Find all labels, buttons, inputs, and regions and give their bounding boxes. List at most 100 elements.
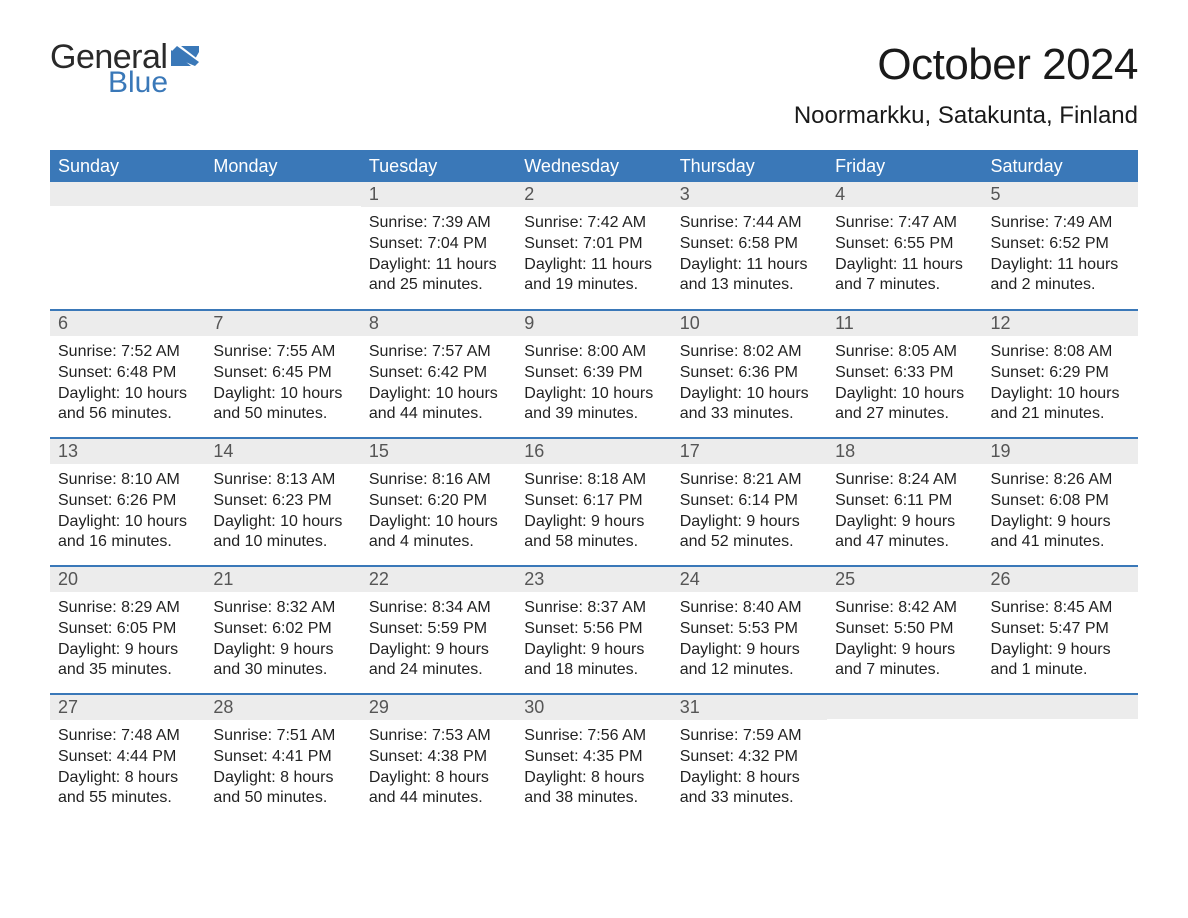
day-number: 20 xyxy=(50,567,205,592)
sunset-text: Sunset: 6:29 PM xyxy=(991,363,1130,384)
sunset-text: Sunset: 6:45 PM xyxy=(213,363,352,384)
sunrise-text: Sunrise: 7:55 AM xyxy=(213,342,352,363)
weekday-header: Thursday xyxy=(672,151,827,183)
daylight-text: Daylight: 9 hours and 41 minutes. xyxy=(991,512,1130,554)
calendar-day-cell: 2Sunrise: 7:42 AMSunset: 7:01 PMDaylight… xyxy=(516,182,671,310)
sunrise-text: Sunrise: 8:00 AM xyxy=(524,342,663,363)
sunset-text: Sunset: 6:58 PM xyxy=(680,234,819,255)
day-content xyxy=(205,206,360,218)
sunrise-text: Sunrise: 8:40 AM xyxy=(680,598,819,619)
logo: General Blue xyxy=(50,40,199,98)
day-content: Sunrise: 8:21 AMSunset: 6:14 PMDaylight:… xyxy=(672,464,827,559)
day-content: Sunrise: 8:24 AMSunset: 6:11 PMDaylight:… xyxy=(827,464,982,559)
sunset-text: Sunset: 6:42 PM xyxy=(369,363,508,384)
sunrise-text: Sunrise: 7:44 AM xyxy=(680,213,819,234)
calendar-table: Sunday Monday Tuesday Wednesday Thursday… xyxy=(50,150,1138,822)
daylight-text: Daylight: 8 hours and 38 minutes. xyxy=(524,768,663,810)
page-title: October 2024 xyxy=(794,40,1138,90)
sunrise-text: Sunrise: 8:29 AM xyxy=(58,598,197,619)
calendar-day-cell: 26Sunrise: 8:45 AMSunset: 5:47 PMDayligh… xyxy=(983,566,1138,694)
sunset-text: Sunset: 6:48 PM xyxy=(58,363,197,384)
daylight-text: Daylight: 10 hours and 56 minutes. xyxy=(58,384,197,426)
sunset-text: Sunset: 6:55 PM xyxy=(835,234,974,255)
day-content: Sunrise: 8:02 AMSunset: 6:36 PMDaylight:… xyxy=(672,336,827,431)
calendar-day-cell: 14Sunrise: 8:13 AMSunset: 6:23 PMDayligh… xyxy=(205,438,360,566)
sunrise-text: Sunrise: 7:48 AM xyxy=(58,726,197,747)
day-number xyxy=(827,695,982,719)
sunrise-text: Sunrise: 8:26 AM xyxy=(991,470,1130,491)
weekday-header: Friday xyxy=(827,151,982,183)
day-content: Sunrise: 8:42 AMSunset: 5:50 PMDaylight:… xyxy=(827,592,982,687)
sunset-text: Sunset: 6:08 PM xyxy=(991,491,1130,512)
sunset-text: Sunset: 4:35 PM xyxy=(524,747,663,768)
logo-blue-text: Blue xyxy=(108,68,199,98)
daylight-text: Daylight: 10 hours and 44 minutes. xyxy=(369,384,508,426)
daylight-text: Daylight: 11 hours and 13 minutes. xyxy=(680,255,819,297)
day-number: 19 xyxy=(983,439,1138,464)
daylight-text: Daylight: 10 hours and 21 minutes. xyxy=(991,384,1130,426)
day-number: 14 xyxy=(205,439,360,464)
daylight-text: Daylight: 8 hours and 33 minutes. xyxy=(680,768,819,810)
sunset-text: Sunset: 6:52 PM xyxy=(991,234,1130,255)
daylight-text: Daylight: 10 hours and 10 minutes. xyxy=(213,512,352,554)
day-content: Sunrise: 8:18 AMSunset: 6:17 PMDaylight:… xyxy=(516,464,671,559)
sunrise-text: Sunrise: 7:56 AM xyxy=(524,726,663,747)
sunrise-text: Sunrise: 8:10 AM xyxy=(58,470,197,491)
sunset-text: Sunset: 6:36 PM xyxy=(680,363,819,384)
day-number: 2 xyxy=(516,182,671,207)
calendar-day-cell: 25Sunrise: 8:42 AMSunset: 5:50 PMDayligh… xyxy=(827,566,982,694)
sunset-text: Sunset: 6:20 PM xyxy=(369,491,508,512)
calendar-day-cell xyxy=(983,694,1138,822)
day-content: Sunrise: 8:34 AMSunset: 5:59 PMDaylight:… xyxy=(361,592,516,687)
sunrise-text: Sunrise: 8:08 AM xyxy=(991,342,1130,363)
day-content: Sunrise: 7:39 AMSunset: 7:04 PMDaylight:… xyxy=(361,207,516,302)
daylight-text: Daylight: 11 hours and 7 minutes. xyxy=(835,255,974,297)
day-content: Sunrise: 8:45 AMSunset: 5:47 PMDaylight:… xyxy=(983,592,1138,687)
day-number: 6 xyxy=(50,311,205,336)
calendar-day-cell: 30Sunrise: 7:56 AMSunset: 4:35 PMDayligh… xyxy=(516,694,671,822)
day-number: 24 xyxy=(672,567,827,592)
daylight-text: Daylight: 9 hours and 1 minute. xyxy=(991,640,1130,682)
header: General Blue October 2024 Noormarkku, Sa… xyxy=(50,40,1138,130)
weekday-header: Wednesday xyxy=(516,151,671,183)
sunrise-text: Sunrise: 8:34 AM xyxy=(369,598,508,619)
day-content: Sunrise: 8:00 AMSunset: 6:39 PMDaylight:… xyxy=(516,336,671,431)
day-number: 22 xyxy=(361,567,516,592)
sunrise-text: Sunrise: 8:32 AM xyxy=(213,598,352,619)
sunset-text: Sunset: 6:14 PM xyxy=(680,491,819,512)
calendar-day-cell: 16Sunrise: 8:18 AMSunset: 6:17 PMDayligh… xyxy=(516,438,671,566)
day-number: 23 xyxy=(516,567,671,592)
daylight-text: Daylight: 8 hours and 50 minutes. xyxy=(213,768,352,810)
daylight-text: Daylight: 9 hours and 18 minutes. xyxy=(524,640,663,682)
sunset-text: Sunset: 5:50 PM xyxy=(835,619,974,640)
daylight-text: Daylight: 10 hours and 27 minutes. xyxy=(835,384,974,426)
sunrise-text: Sunrise: 8:05 AM xyxy=(835,342,974,363)
daylight-text: Daylight: 9 hours and 58 minutes. xyxy=(524,512,663,554)
calendar-day-cell: 5Sunrise: 7:49 AMSunset: 6:52 PMDaylight… xyxy=(983,182,1138,310)
sunset-text: Sunset: 4:41 PM xyxy=(213,747,352,768)
sunrise-text: Sunrise: 8:42 AM xyxy=(835,598,974,619)
sunset-text: Sunset: 6:11 PM xyxy=(835,491,974,512)
calendar-day-cell: 31Sunrise: 7:59 AMSunset: 4:32 PMDayligh… xyxy=(672,694,827,822)
day-number: 8 xyxy=(361,311,516,336)
day-content: Sunrise: 8:08 AMSunset: 6:29 PMDaylight:… xyxy=(983,336,1138,431)
sunrise-text: Sunrise: 8:45 AM xyxy=(991,598,1130,619)
weekday-header-row: Sunday Monday Tuesday Wednesday Thursday… xyxy=(50,151,1138,183)
calendar-day-cell xyxy=(827,694,982,822)
daylight-text: Daylight: 11 hours and 19 minutes. xyxy=(524,255,663,297)
calendar-day-cell: 28Sunrise: 7:51 AMSunset: 4:41 PMDayligh… xyxy=(205,694,360,822)
weekday-header: Saturday xyxy=(983,151,1138,183)
calendar-week-row: 20Sunrise: 8:29 AMSunset: 6:05 PMDayligh… xyxy=(50,566,1138,694)
day-number: 27 xyxy=(50,695,205,720)
sunrise-text: Sunrise: 7:59 AM xyxy=(680,726,819,747)
daylight-text: Daylight: 9 hours and 35 minutes. xyxy=(58,640,197,682)
sunset-text: Sunset: 7:01 PM xyxy=(524,234,663,255)
sunrise-text: Sunrise: 8:13 AM xyxy=(213,470,352,491)
daylight-text: Daylight: 10 hours and 4 minutes. xyxy=(369,512,508,554)
sunset-text: Sunset: 4:38 PM xyxy=(369,747,508,768)
day-content: Sunrise: 7:59 AMSunset: 4:32 PMDaylight:… xyxy=(672,720,827,815)
weekday-header: Tuesday xyxy=(361,151,516,183)
day-number: 13 xyxy=(50,439,205,464)
sunset-text: Sunset: 7:04 PM xyxy=(369,234,508,255)
sunrise-text: Sunrise: 8:16 AM xyxy=(369,470,508,491)
